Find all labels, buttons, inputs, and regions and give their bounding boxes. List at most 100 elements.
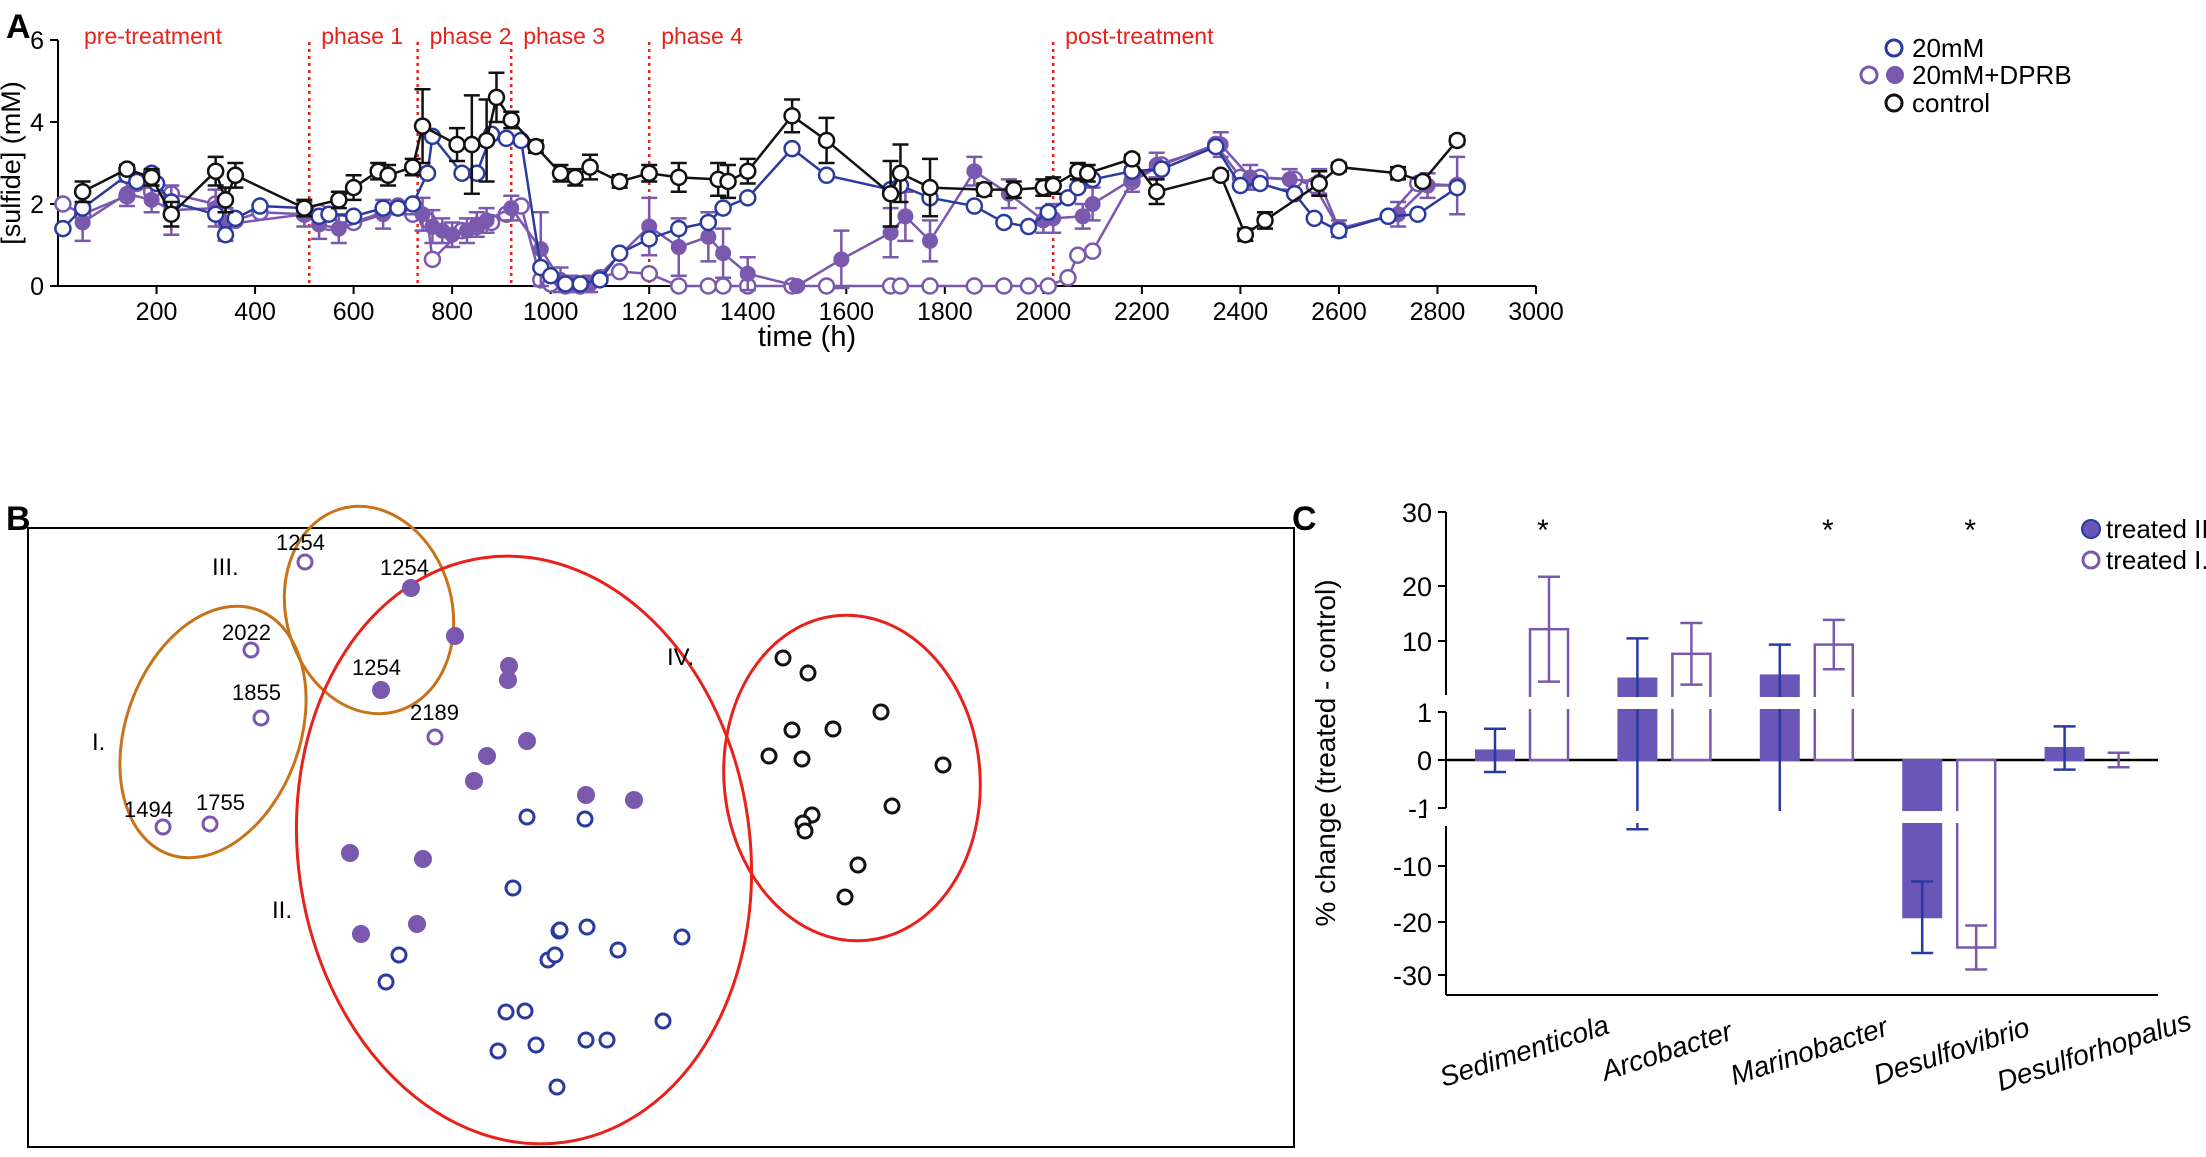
data-point (699, 277, 718, 295)
scatter-point (609, 941, 627, 959)
data-point (330, 191, 348, 209)
scatter-point (465, 772, 483, 790)
data-point (715, 245, 732, 262)
data-point (477, 131, 496, 150)
scatter-point (577, 786, 595, 804)
data-point (670, 168, 688, 187)
data-point (532, 241, 549, 258)
data-point (1236, 226, 1255, 244)
data-point (670, 277, 688, 295)
scatter-point (446, 627, 464, 645)
x-axis-label: time (h) (758, 321, 856, 353)
scatter-point (774, 649, 792, 667)
data-point (444, 226, 461, 243)
scatter-point (883, 797, 901, 815)
panel-label-b: B (6, 500, 31, 538)
data-point (921, 277, 939, 295)
data-point (739, 265, 756, 282)
data-point (571, 275, 589, 293)
legend: treated II. treated I. (2081, 514, 2206, 575)
data-point (610, 244, 629, 262)
data-point (527, 137, 545, 156)
scatter-point (352, 925, 370, 943)
point-label: 1254 (380, 555, 429, 580)
significance-marker: * (1822, 514, 1834, 547)
data-point (1281, 171, 1298, 188)
data-point (1330, 221, 1348, 240)
scatter-point (598, 1031, 616, 1049)
bars: * * * (1426, 514, 2130, 971)
data-point (817, 277, 836, 295)
data-point (1409, 205, 1427, 223)
x-tick-label: 1200 (621, 298, 677, 326)
x-tick-label: 1800 (917, 298, 973, 326)
legend-label-treated-ii: treated II. (2106, 514, 2206, 544)
scatter-point (934, 756, 952, 774)
data-point (1379, 207, 1397, 226)
data-point (1019, 217, 1038, 236)
data-point (921, 178, 939, 197)
y-tick-label: 0 (30, 273, 44, 301)
data-point (226, 209, 245, 228)
point-label: 1254 (352, 655, 401, 680)
point-label: 1855 (232, 680, 281, 705)
data-point (783, 107, 801, 125)
cluster-ii-label: II. (272, 897, 292, 924)
point-label: 1755 (196, 790, 245, 815)
data-point (891, 277, 910, 295)
scatter-point (499, 671, 517, 689)
category-label: Arcobacter (1596, 1015, 1738, 1087)
data-point (379, 166, 397, 185)
x-tick-label: 800 (431, 298, 473, 326)
x-tick-label: 600 (333, 298, 375, 326)
data-point (541, 267, 560, 285)
scatter-point (489, 1042, 507, 1060)
data-point (882, 224, 899, 241)
scatter-point (548, 1078, 566, 1096)
data-point (206, 205, 225, 223)
data-point (73, 182, 92, 201)
data-point (738, 189, 757, 207)
series-line (62, 143, 1458, 288)
data-point (54, 195, 72, 213)
data-point (714, 277, 732, 295)
data-point (640, 164, 658, 182)
scatter-point (527, 1036, 545, 1054)
cluster-iv-label: IV. (667, 644, 694, 671)
data-point (640, 230, 658, 248)
series-group (54, 71, 1466, 295)
scatter-point (408, 915, 426, 933)
data-point (1019, 277, 1038, 295)
scatter-point (478, 747, 496, 765)
y-axis-label: % change (treated - control) (1310, 579, 1341, 926)
scatter-point (793, 750, 811, 768)
x-tick-label: 1000 (523, 298, 579, 326)
scatter-point (296, 553, 314, 571)
data-point (143, 191, 160, 208)
y-tick-label: 0 (1417, 746, 1432, 776)
data-point (891, 164, 910, 182)
y-tick-label: 20 (1402, 572, 1432, 602)
phase-label: phase 3 (523, 23, 605, 49)
panel-b-frame (27, 527, 1295, 1148)
x-tick-label: 2400 (1213, 298, 1269, 326)
data-point (74, 214, 91, 231)
data-point (881, 185, 900, 203)
data-point (503, 200, 520, 217)
cluster-iii-label: III. (212, 554, 239, 581)
axes (57, 40, 1536, 287)
scatter-point (824, 720, 842, 738)
data-point (423, 250, 442, 269)
data-point (418, 164, 437, 182)
data-point (581, 158, 599, 176)
scatter-point (625, 791, 643, 809)
x-tick-label: 200 (136, 298, 178, 326)
y-tick-label: 4 (30, 109, 44, 137)
significance-marker: * (1964, 514, 1976, 547)
data-point (591, 271, 609, 289)
data-point (738, 162, 757, 180)
scatter-point (402, 579, 420, 597)
bar-treated-i (1955, 758, 1997, 949)
data-point (1039, 203, 1058, 221)
point-label: 2022 (222, 620, 271, 645)
